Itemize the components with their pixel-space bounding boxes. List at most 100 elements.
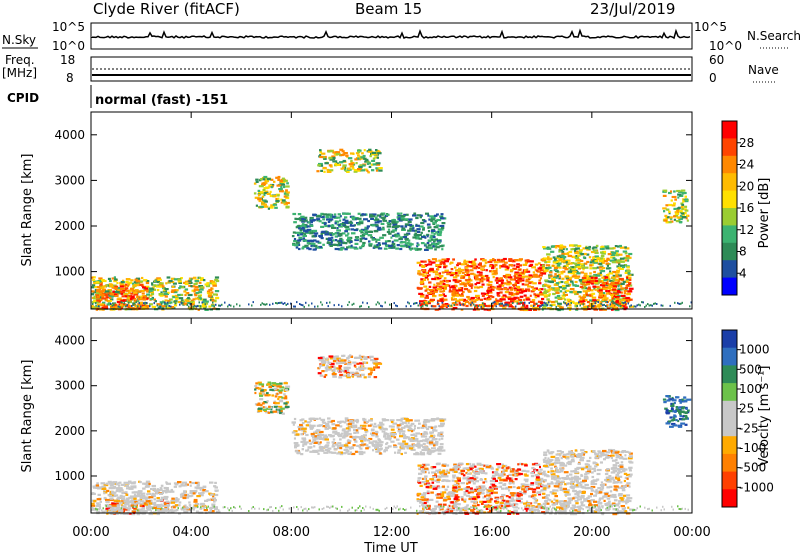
- power-echo-cell: [541, 272, 547, 275]
- velocity-echo-cell: [293, 417, 297, 421]
- power-echo-cell: [267, 186, 270, 189]
- power-echo-cell: [533, 293, 536, 296]
- power-echo-cell: [285, 194, 290, 197]
- velocity-echo-cell: [327, 420, 332, 423]
- power-echo-cell: [424, 276, 429, 279]
- power-echo-cell: [680, 189, 686, 192]
- velocity-echo-cell: [303, 431, 306, 434]
- power-baseline-cell: [593, 305, 595, 308]
- velocity-echo-cell: [214, 493, 219, 497]
- velocity-echo-cell: [347, 361, 352, 364]
- power-echo-cell: [312, 248, 317, 251]
- velocity-echo-cell: [265, 407, 270, 410]
- power-baseline-cell: [186, 303, 188, 306]
- power-echo-cell: [353, 224, 356, 227]
- power-echo-cell: [140, 305, 144, 308]
- power-echo-cell: [620, 287, 624, 290]
- beam-title: Beam 15: [355, 0, 422, 18]
- power-echo-cell: [101, 279, 105, 282]
- velocity-echo-cell: [431, 481, 435, 484]
- velocity-echo-cell: [321, 370, 325, 373]
- power-echo-cell: [283, 203, 288, 206]
- velocity-echo-cell: [383, 435, 387, 438]
- velocity-echo-cell: [262, 406, 265, 409]
- power-echo-cell: [165, 307, 169, 310]
- power-echo-cell: [554, 287, 560, 290]
- power-echo-cell: [504, 265, 509, 268]
- power-echo-cell: [138, 301, 143, 304]
- velocity-echo-cell: [96, 503, 101, 506]
- power-echo-cell: [369, 214, 373, 217]
- velocity-echo-cell: [342, 435, 347, 438]
- power-echo-cell: [378, 243, 381, 246]
- velocity-echo-cell: [412, 429, 415, 432]
- power-echo-cell: [444, 303, 449, 306]
- velocity-echo-cell: [213, 500, 216, 503]
- velocity-echo-cell: [348, 429, 351, 432]
- velocity-echo-cell: [148, 502, 153, 505]
- power-echo-cell: [329, 224, 334, 227]
- power-echo-cell: [376, 228, 382, 231]
- power-echo-cell: [610, 293, 614, 296]
- power-echo-cell: [259, 178, 263, 181]
- velocity-echo-cell: [425, 448, 429, 452]
- power-baseline-cell: [359, 305, 361, 308]
- power-echo-cell: [377, 152, 382, 155]
- velocity-echo-cell: [498, 481, 503, 485]
- power-echo-cell: [442, 293, 445, 296]
- velocity-echo-cell: [280, 407, 285, 410]
- velocity-echo-cell: [356, 418, 359, 422]
- power-echo-cell: [606, 280, 609, 283]
- power-echo-cell: [145, 280, 150, 283]
- power-baseline-cell: [146, 302, 148, 304]
- velocity-echo-cell: [366, 356, 372, 359]
- power-echo-cell: [480, 292, 486, 295]
- velocity-echo-cell: [103, 491, 108, 494]
- velocity-echo-cell: [400, 447, 406, 450]
- power-echo-cell: [432, 235, 436, 238]
- velocity-echo-cell: [340, 432, 344, 435]
- power-echo-cell: [371, 153, 376, 156]
- velocity-echo-cell: [345, 427, 350, 430]
- power-echo-cell: [570, 248, 573, 251]
- power-echo-cell: [500, 281, 504, 284]
- power-echo-cell: [375, 240, 378, 243]
- power-echo-cell: [286, 182, 289, 185]
- velocity-echo-cell: [153, 506, 157, 509]
- power-echo-cell: [105, 299, 108, 302]
- velocity-echo-cell: [390, 440, 395, 443]
- power-echo-cell: [441, 222, 446, 225]
- power-echo-cell: [575, 247, 580, 250]
- power-echo-cell: [324, 230, 328, 233]
- power-echo-cell: [531, 266, 536, 269]
- power-echo-cell: [601, 300, 604, 303]
- velocity-echo-cell: [362, 434, 367, 437]
- velocity-echo-cell: [92, 507, 97, 510]
- power-echo-cell: [612, 278, 617, 281]
- velocity-echo-cell: [335, 355, 339, 358]
- power-echo-cell: [480, 278, 486, 281]
- power-echo-cell: [204, 300, 209, 303]
- power-echo-cell: [373, 246, 379, 249]
- power-echo-cell: [671, 204, 676, 207]
- power-echo-cell: [458, 289, 464, 292]
- power-echo-cell: [554, 246, 558, 249]
- power-echo-cell: [464, 270, 470, 273]
- velocity-echo-cell: [159, 498, 164, 502]
- power-echo-cell: [190, 285, 193, 288]
- velocity-echo-cell: [315, 431, 318, 434]
- power-echo-cell: [533, 273, 536, 277]
- power-echo-cell: [104, 293, 109, 296]
- power-echo-cell: [552, 256, 556, 259]
- power-echo-cell: [583, 272, 588, 275]
- power-echo-cell: [255, 178, 259, 181]
- power-echo-cell: [358, 222, 364, 225]
- velocity-echo-cell: [113, 499, 119, 502]
- velocity-echo-cell: [356, 444, 361, 447]
- power-echo-cell: [121, 295, 126, 298]
- power-echo-cell: [506, 267, 510, 270]
- power-echo-cell: [96, 289, 101, 292]
- power-baseline-cell: [153, 302, 155, 305]
- velocity-echo-cell: [441, 449, 446, 452]
- power-echo-cell: [448, 271, 453, 274]
